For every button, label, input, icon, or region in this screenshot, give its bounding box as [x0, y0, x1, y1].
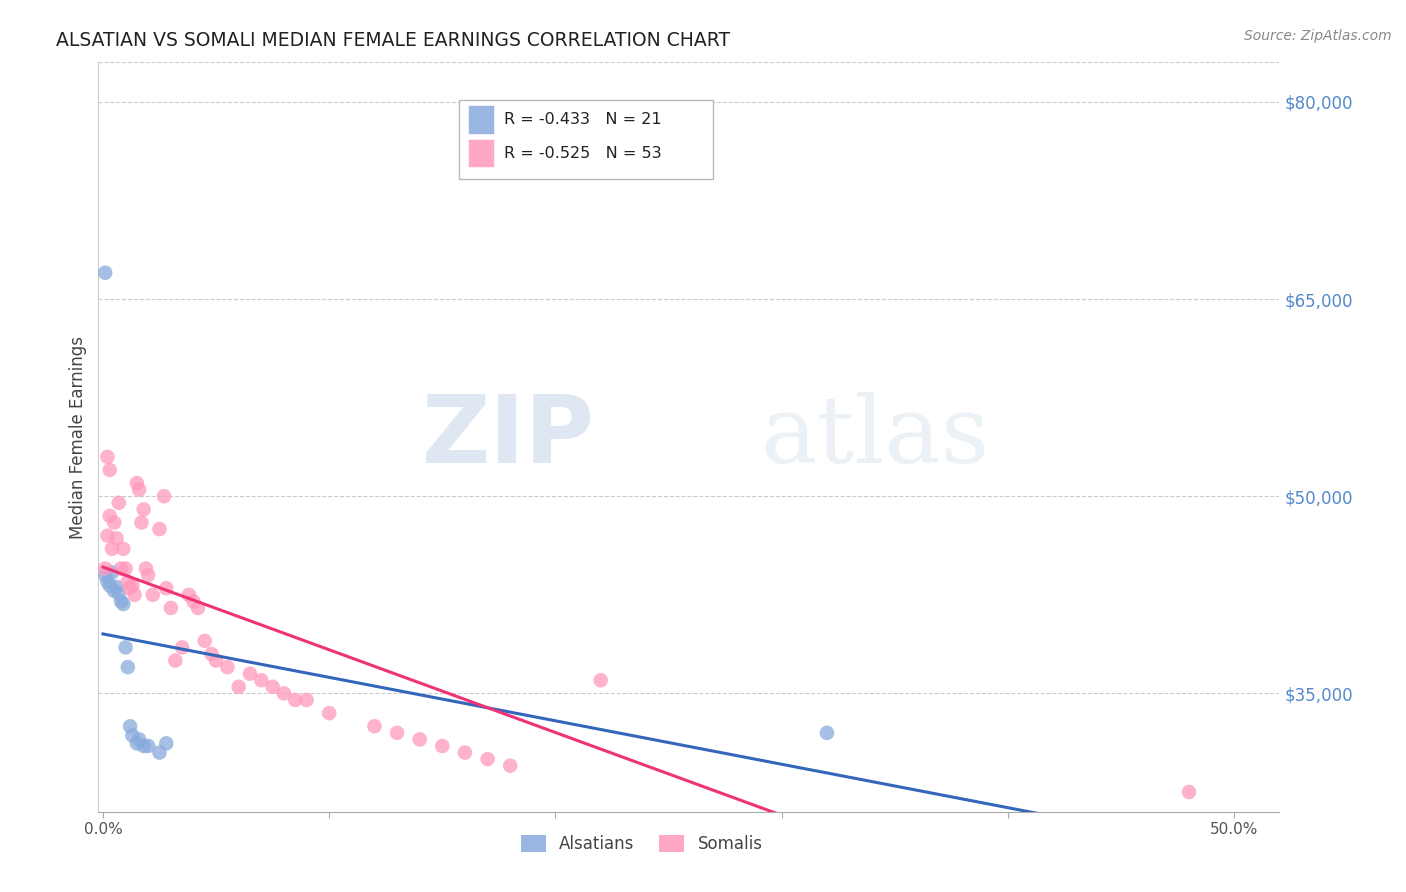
- Point: [98, 463, 121, 477]
- Point: [128, 483, 150, 497]
- Point: [101, 541, 124, 556]
- Point: [183, 594, 205, 608]
- Bar: [468, 139, 494, 168]
- Point: [96, 574, 118, 589]
- Point: [1178, 785, 1201, 799]
- Point: [114, 561, 136, 575]
- Point: [136, 739, 159, 753]
- Point: [107, 586, 129, 600]
- Text: ZIP: ZIP: [422, 391, 595, 483]
- Point: [187, 601, 209, 615]
- Point: [120, 719, 142, 733]
- Point: [112, 597, 135, 611]
- Point: [239, 666, 262, 681]
- Point: [228, 680, 250, 694]
- Point: [94, 561, 117, 575]
- Point: [295, 693, 318, 707]
- Point: [194, 633, 217, 648]
- Point: [121, 579, 143, 593]
- Point: [159, 601, 181, 615]
- Text: ALSATIAN VS SOMALI MEDIAN FEMALE EARNINGS CORRELATION CHART: ALSATIAN VS SOMALI MEDIAN FEMALE EARNING…: [56, 31, 730, 50]
- Point: [120, 581, 142, 595]
- Point: [148, 522, 170, 536]
- Point: [318, 706, 340, 720]
- Point: [110, 594, 132, 608]
- Point: [432, 739, 454, 753]
- Point: [385, 726, 408, 740]
- Point: [136, 568, 159, 582]
- Point: [131, 516, 153, 530]
- Point: [155, 736, 177, 750]
- Point: [132, 739, 155, 753]
- Point: [815, 726, 838, 740]
- Point: [200, 647, 222, 661]
- Point: [125, 476, 148, 491]
- Point: [409, 732, 432, 747]
- Text: R = -0.433   N = 21: R = -0.433 N = 21: [503, 112, 661, 127]
- Point: [98, 508, 121, 523]
- Point: [499, 758, 522, 772]
- Point: [96, 450, 118, 464]
- Y-axis label: Median Female Earnings: Median Female Earnings: [69, 335, 87, 539]
- Point: [155, 581, 177, 595]
- Legend: Alsatians, Somalis: Alsatians, Somalis: [515, 828, 769, 860]
- Point: [142, 588, 165, 602]
- Point: [132, 502, 155, 516]
- Point: [105, 531, 128, 545]
- Point: [153, 489, 176, 503]
- FancyBboxPatch shape: [458, 100, 713, 178]
- Point: [477, 752, 499, 766]
- Point: [117, 574, 139, 589]
- Text: Source: ZipAtlas.com: Source: ZipAtlas.com: [1244, 29, 1392, 43]
- Point: [262, 680, 284, 694]
- Point: [96, 529, 118, 543]
- Point: [98, 579, 121, 593]
- Point: [107, 496, 129, 510]
- Point: [148, 746, 170, 760]
- Point: [114, 640, 136, 655]
- Point: [172, 640, 194, 655]
- Point: [128, 732, 150, 747]
- Point: [205, 654, 228, 668]
- Point: [165, 654, 187, 668]
- Point: [454, 746, 477, 760]
- Text: R = -0.525   N = 53: R = -0.525 N = 53: [503, 145, 661, 161]
- Point: [125, 736, 148, 750]
- Point: [110, 561, 132, 575]
- Point: [94, 568, 117, 582]
- Text: atlas: atlas: [759, 392, 988, 482]
- Point: [177, 588, 200, 602]
- Point: [121, 729, 143, 743]
- Point: [94, 266, 117, 280]
- Point: [273, 686, 295, 700]
- Point: [217, 660, 239, 674]
- Point: [103, 516, 125, 530]
- Point: [105, 580, 128, 594]
- Point: [250, 673, 273, 688]
- Point: [112, 541, 135, 556]
- Bar: [468, 105, 494, 134]
- Point: [363, 719, 385, 733]
- Point: [589, 673, 612, 688]
- Point: [284, 693, 307, 707]
- Point: [124, 588, 146, 602]
- Point: [135, 561, 157, 575]
- Point: [103, 583, 125, 598]
- Point: [117, 660, 139, 674]
- Point: [101, 566, 124, 580]
